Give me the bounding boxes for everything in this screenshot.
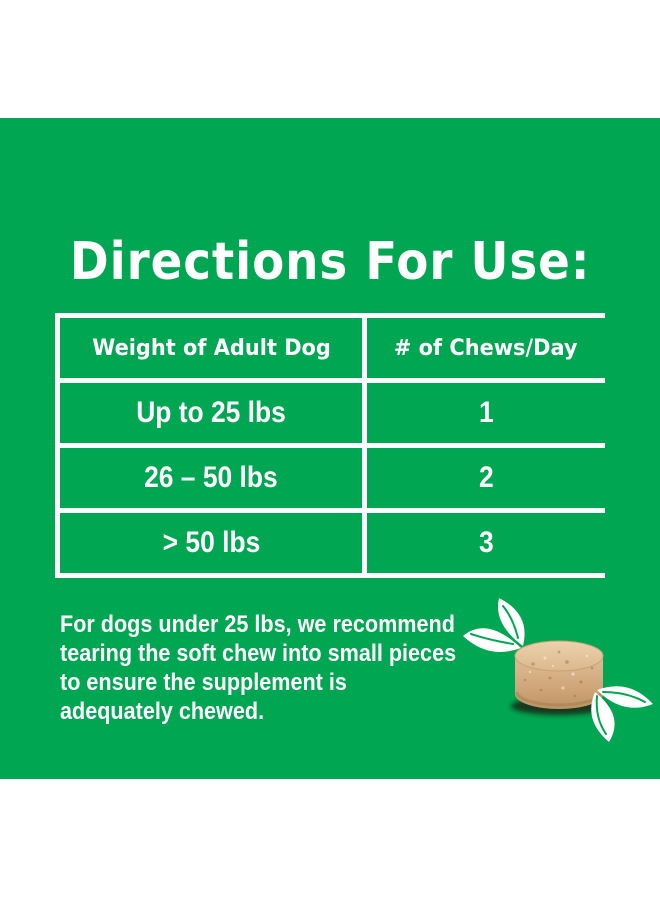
note-line: For dogs under 25 lbs, we recommend [60,611,455,638]
page-title-row: Directions For Use: [0,236,660,288]
chew-body [514,640,604,709]
table-cell-chews-row2: 2 [367,448,605,508]
page-title: Directions For Use: [69,232,591,292]
note-line: to ensure the supplement is [60,669,347,696]
table-header-chews: # of Chews/Day [367,318,605,378]
green-panel: Directions For Use: Weight of Adult Dog … [0,118,660,779]
leaf-decoration-bottom-icon [591,686,653,742]
leaf-decoration-top-icon [463,598,525,652]
soft-chew-image [455,592,660,747]
note-line: adequately chewed. [60,698,265,725]
dosage-table: Weight of Adult Dog # of Chews/Day Up to… [55,313,605,578]
note-line: tearing the soft chew into small pieces [60,640,457,667]
soft-chew-svg [463,598,653,742]
table-cell-weight-row1: Up to 25 lbs [60,383,363,443]
table-cell-chews-row3: 3 [367,513,605,573]
table-header-weight: Weight of Adult Dog [60,318,363,378]
table-cell-chews-row1: 1 [367,383,605,443]
note-text: For dogs under 25 lbs, we recommend tear… [60,610,500,726]
table-cell-weight-row3: > 50 lbs [60,513,363,573]
table-cell-weight-row2: 26 – 50 lbs [60,448,363,508]
